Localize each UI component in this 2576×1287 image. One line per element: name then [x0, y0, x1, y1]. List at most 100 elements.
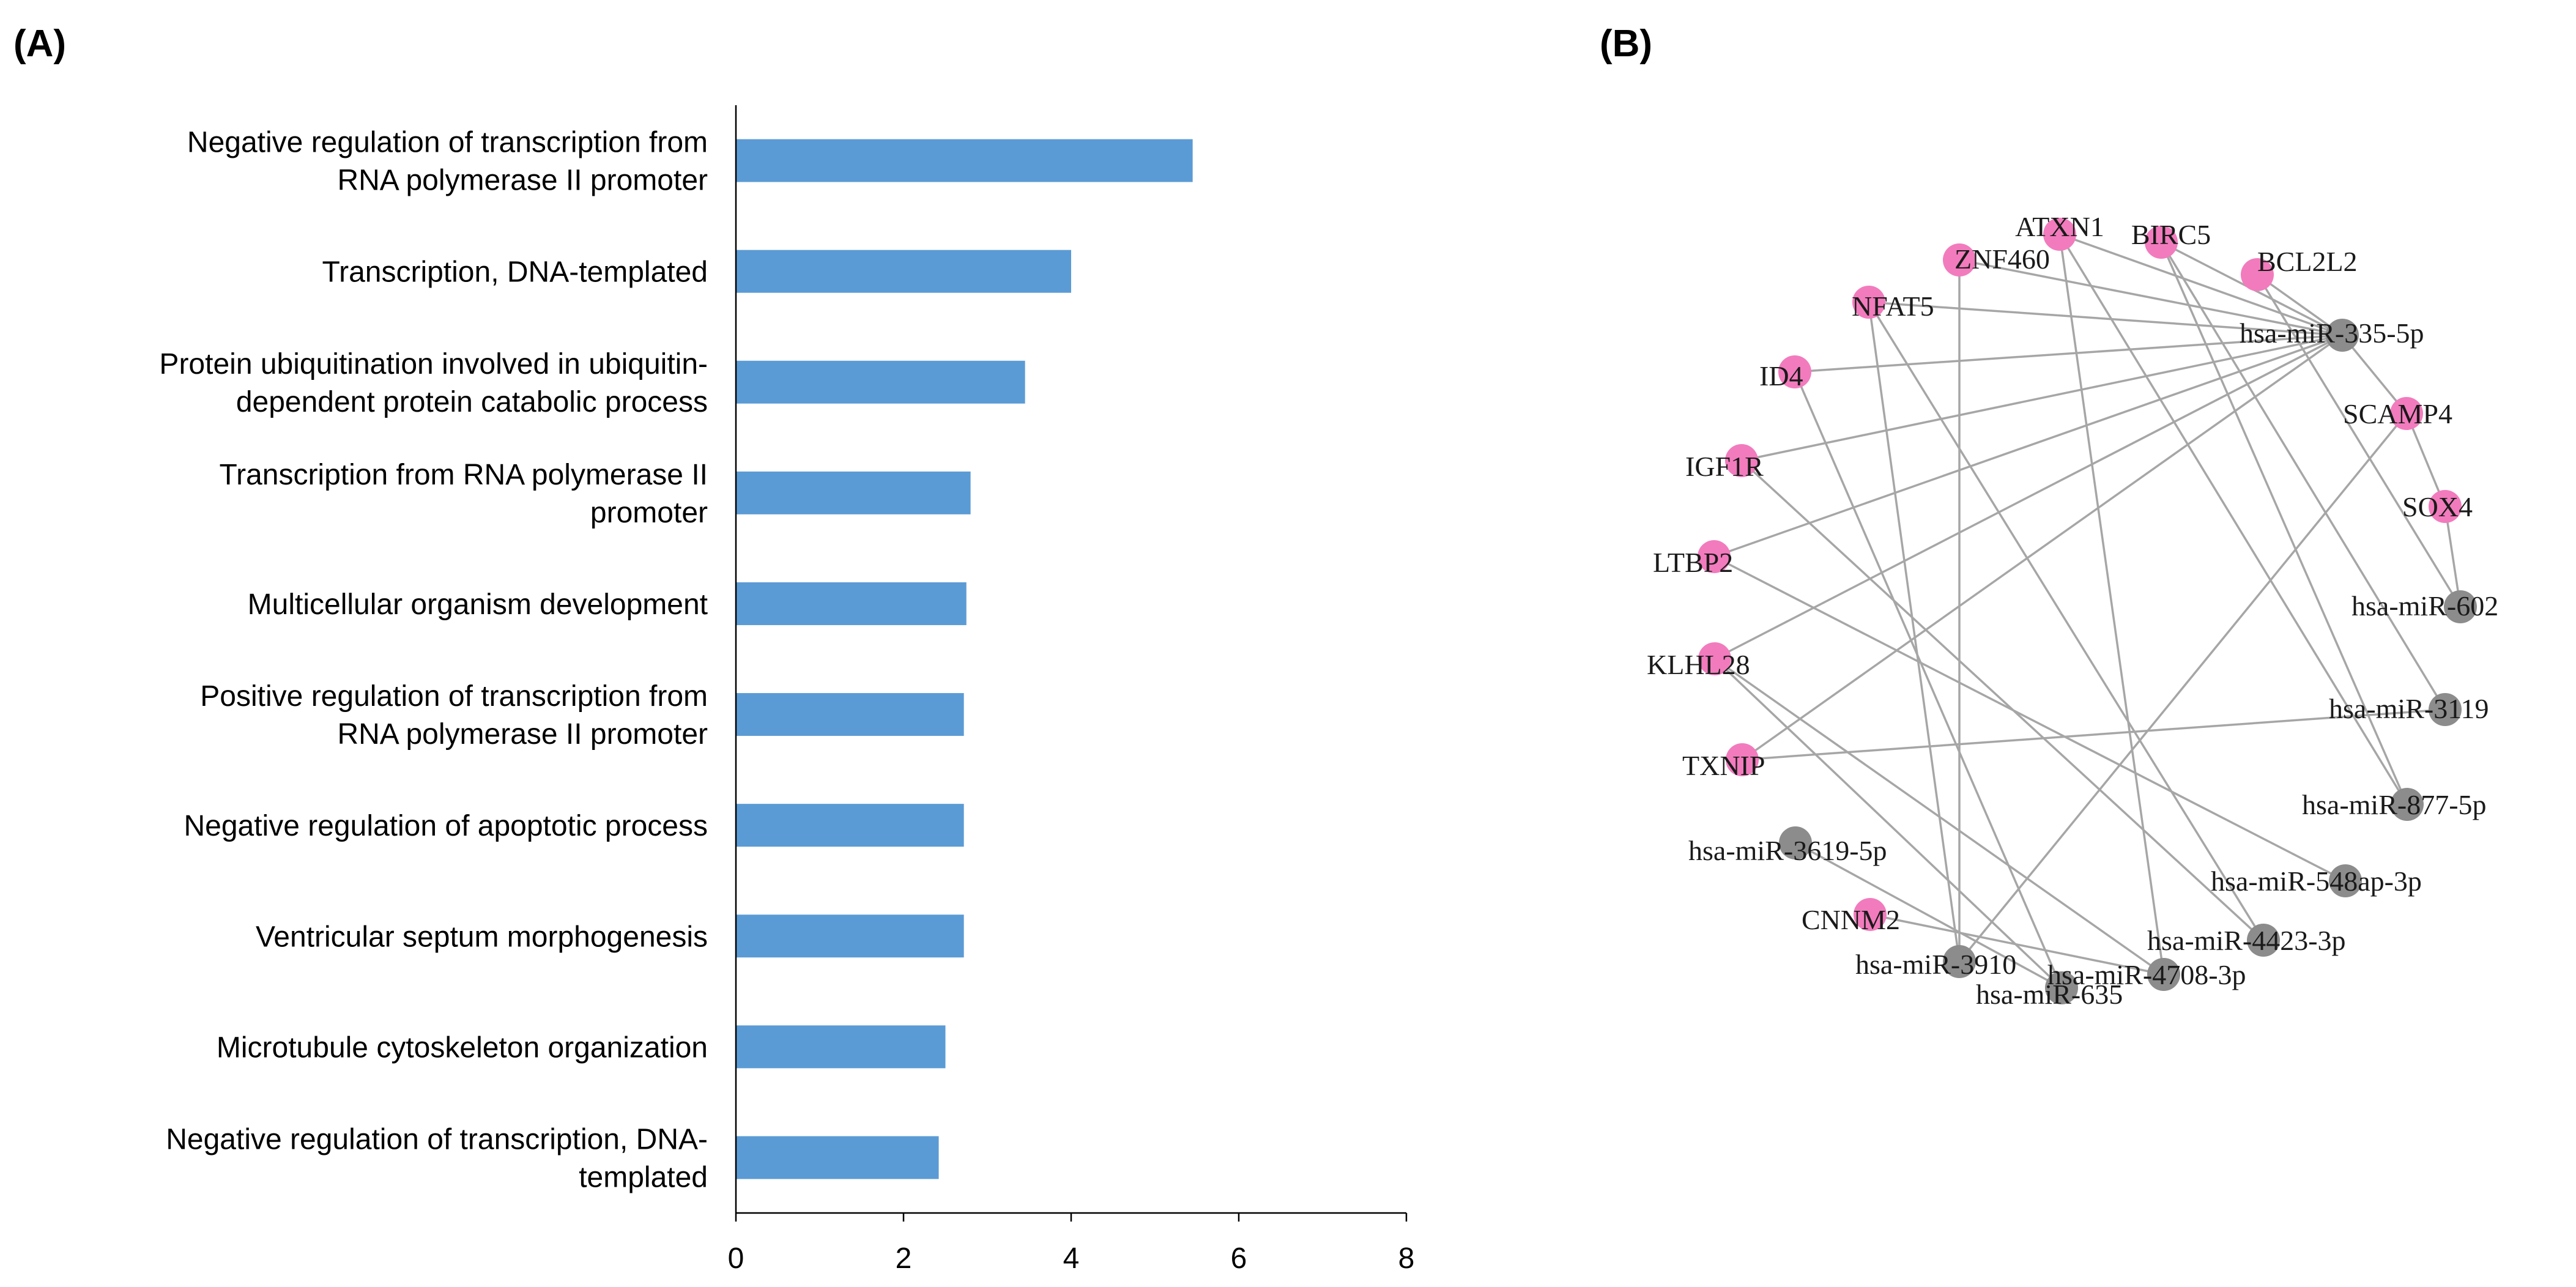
category-label: Negative regulation of transcription, DN…	[166, 1123, 708, 1155]
network-edge	[1740, 459, 2265, 941]
network-edge	[1741, 334, 2343, 462]
node-label: ZNF460	[1954, 243, 2050, 275]
gene-node-ltbp2	[1698, 540, 1731, 573]
node-label: NFAT5	[1852, 291, 1934, 322]
gene-node-txnip	[1726, 743, 1759, 776]
category-label: Negative regulation of transcription fro…	[187, 127, 708, 159]
network-labels: ATXN1 BIRC5 BCL2L2 ZNF460 NFAT5 ID4 IGF1R LTBP2…	[1647, 211, 2498, 1010]
category-label: templated	[579, 1161, 708, 1193]
category-label: Protein ubiquitination involved in ubiqu…	[159, 348, 708, 380]
network-edge	[1714, 334, 2343, 660]
category-label: Transcription, DNA-templated	[322, 256, 708, 289]
network-edge	[1713, 334, 2343, 558]
node-label: hsa-miR-3910	[1855, 949, 2016, 980]
node-label: IGF1R	[1685, 451, 1764, 482]
category-label: Positive regulation of transcription fro…	[200, 680, 708, 713]
network-edge	[1868, 302, 1961, 962]
network-edge	[1868, 301, 2343, 336]
node-label: hsa-miR-4423-3p	[2147, 925, 2346, 956]
category-label: dependent protein catabolic process	[236, 386, 708, 418]
mirna-node-m548	[2329, 864, 2362, 897]
category-label: Ventricular septum morphogenesis	[256, 921, 708, 953]
network-edge	[1713, 658, 2063, 989]
bar-8	[736, 1025, 946, 1069]
network-edge	[2256, 274, 2462, 607]
node-label: hsa-miR-877-5p	[2302, 789, 2487, 820]
category-labels: Negative regulation of transcription fro…	[159, 127, 708, 1194]
category-label: Microtubule cytoskeleton organization	[217, 1031, 708, 1064]
x-tick-label: 0	[728, 1242, 744, 1275]
panel-a-label: (A)	[13, 23, 66, 65]
panel-b-label: (B)	[1600, 23, 1652, 65]
network-edge	[1713, 658, 2165, 976]
bar-0	[736, 139, 1193, 182]
network-edge	[2256, 273, 2344, 336]
mirna-node-m4423	[2247, 924, 2280, 957]
mirna-node-m635	[2045, 971, 2078, 1004]
category-label: Transcription from RNA polymerase II	[220, 459, 708, 491]
node-label: BCL2L2	[2257, 246, 2358, 277]
mirna-node-m3910	[1943, 945, 1976, 978]
x-tick-label: 2	[896, 1242, 912, 1275]
gene-node-nfat5	[1852, 286, 1885, 319]
gene-node-scamp4	[2390, 397, 2423, 430]
bar-6	[736, 804, 964, 847]
network-edge	[1794, 371, 2063, 988]
category-label: Negative regulation of apoptotic process	[184, 810, 708, 842]
network-edge	[2341, 334, 2408, 415]
bars	[736, 139, 1193, 1179]
node-label: TXNIP	[1682, 750, 1765, 781]
network-edge	[2444, 506, 2462, 607]
bar-4	[736, 582, 967, 625]
network-edge	[1794, 334, 2343, 373]
node-label: SOX4	[2402, 491, 2473, 522]
node-label: SCAMP4	[2343, 398, 2452, 429]
bar-2	[736, 360, 1025, 404]
bar-5	[736, 693, 964, 736]
gene-node-birc5	[2145, 226, 2178, 259]
gene-node-znf460	[1943, 243, 1976, 276]
node-label: ATXN1	[2015, 211, 2104, 242]
gene-node-atxn1	[2043, 218, 2076, 251]
x-tick-label: 8	[1398, 1242, 1415, 1275]
node-label: LTBP2	[1653, 547, 1733, 578]
mirna-node-m602	[2444, 590, 2477, 623]
gene-node-sox4	[2429, 490, 2462, 523]
mirna-node-m877	[2391, 788, 2424, 821]
network-edge	[1795, 842, 2062, 989]
gene-node-klhl28	[1698, 642, 1731, 675]
category-label: Multicellular organism development	[248, 588, 708, 621]
network-edge	[1741, 334, 2344, 761]
network-edge	[1958, 412, 2408, 963]
gene-node-bcl2l2	[2241, 258, 2274, 291]
node-label: hsa-miR-3619-5p	[1688, 835, 1887, 866]
gene-node-id4	[1778, 355, 1811, 388]
gene-node-igf1r	[1725, 444, 1758, 477]
bar-3	[736, 471, 971, 514]
bar-7	[736, 914, 964, 958]
network-edge	[2058, 234, 2408, 805]
node-label: hsa-miR-602	[2351, 590, 2498, 621]
node-label: hsa-miR-3119	[2329, 693, 2489, 724]
node-label: hsa-miR-548ap-3p	[2211, 866, 2422, 897]
network-edges	[1713, 233, 2462, 989]
mirna-node-m3119	[2429, 693, 2462, 726]
network-edge	[2160, 242, 2446, 710]
x-axis-ticks: 0 2 4 6 8	[728, 1213, 1415, 1275]
bar-1	[736, 250, 1071, 293]
network-edge	[2058, 234, 2165, 975]
node-label: hsa-miR-4708-3p	[2047, 959, 2246, 990]
category-label: promoter	[590, 497, 708, 529]
mirna-gene-network: ATXN1 BIRC5 BCL2L2 ZNF460 NFAT5 ID4 IGF1R LTBP2…	[1647, 211, 2498, 1010]
network-edge	[2059, 233, 2343, 336]
node-label: BIRC5	[2131, 219, 2211, 250]
network-edge	[1868, 302, 2265, 941]
bar-9	[736, 1136, 939, 1179]
category-label: RNA polymerase II promoter	[337, 165, 708, 197]
node-label: CNNM2	[1802, 904, 1900, 935]
mirna-node-m4708	[2147, 958, 2180, 991]
node-label: KLHL28	[1647, 649, 1750, 680]
network-edge	[2160, 242, 2408, 805]
network-edge	[2405, 413, 2446, 507]
